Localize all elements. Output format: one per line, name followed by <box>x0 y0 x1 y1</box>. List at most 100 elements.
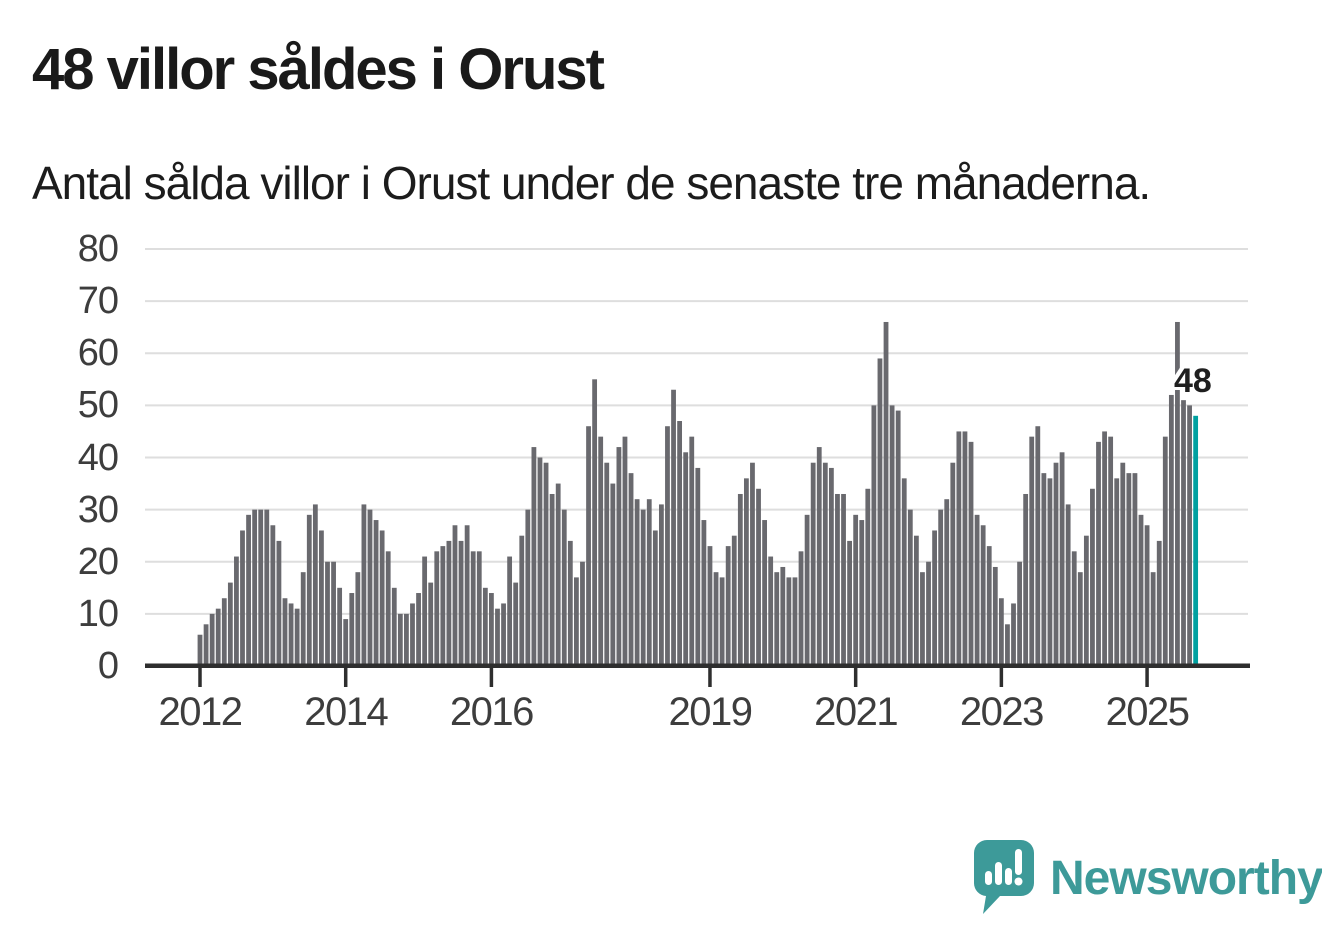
bar <box>495 608 500 666</box>
bar <box>932 530 937 666</box>
bar <box>209 613 215 666</box>
x-axis-label: 2025 <box>1105 690 1190 734</box>
bar <box>980 525 986 666</box>
bar <box>1065 504 1071 666</box>
bar <box>810 462 816 666</box>
bar <box>580 561 585 666</box>
highlight-bar <box>1193 415 1199 666</box>
bar <box>1168 394 1174 666</box>
bar <box>792 577 798 666</box>
bar <box>622 436 628 666</box>
bar <box>1096 441 1101 666</box>
bar <box>306 514 312 666</box>
x-axis-tick <box>1145 668 1149 687</box>
bar <box>1011 603 1016 666</box>
bar <box>270 525 276 666</box>
bar <box>689 436 695 666</box>
bar <box>731 535 737 666</box>
bar <box>586 426 591 666</box>
y-axis-label: 60 <box>77 332 119 375</box>
bar <box>525 509 531 666</box>
bar <box>379 530 385 666</box>
last-value-annotation: 48 <box>1174 362 1212 400</box>
bar <box>300 572 306 666</box>
bar <box>373 520 379 666</box>
bar <box>331 561 336 666</box>
bar <box>646 499 652 666</box>
bar <box>920 572 925 666</box>
bar <box>246 514 251 666</box>
bar <box>234 556 239 666</box>
bar <box>531 447 537 666</box>
bar <box>537 457 543 666</box>
bar <box>1187 405 1192 666</box>
bar <box>604 462 610 666</box>
bar <box>658 504 664 666</box>
x-axis-tick <box>343 668 348 687</box>
bar <box>1126 473 1132 666</box>
bar <box>1059 452 1065 666</box>
bar <box>513 582 519 666</box>
bar <box>361 504 367 666</box>
y-axis-label: 40 <box>77 436 119 479</box>
bar <box>695 467 701 666</box>
x-axis-label: 2014 <box>304 690 388 734</box>
chart-subtitle: Antal sålda villor i Orust under de sena… <box>32 157 1151 209</box>
bar <box>786 577 792 666</box>
x-axis-tick <box>198 668 202 687</box>
bar <box>349 593 355 666</box>
bar <box>458 540 464 666</box>
bar <box>944 499 950 666</box>
y-axis-label: 80 <box>77 228 119 270</box>
bar <box>974 514 980 666</box>
newsworthy-logo-text: Newsworthy <box>1050 851 1322 905</box>
bar <box>725 546 731 666</box>
bar <box>628 473 634 666</box>
bar <box>567 540 573 666</box>
bar <box>1083 535 1089 666</box>
bar <box>901 478 907 666</box>
bar <box>853 514 859 666</box>
bar <box>616 447 622 666</box>
bar <box>197 634 203 666</box>
x-axis-line <box>145 663 1250 668</box>
bar <box>555 483 561 666</box>
bar <box>719 577 725 666</box>
x-axis-tick <box>489 668 494 687</box>
bar <box>1156 540 1162 666</box>
bar <box>276 540 282 666</box>
bar <box>913 535 919 666</box>
bar <box>950 462 956 666</box>
newsworthy-logo-icon <box>974 840 1034 914</box>
bar <box>404 613 409 666</box>
gridline <box>145 300 1248 303</box>
bar <box>1138 514 1144 666</box>
bar <box>1114 478 1120 666</box>
bar <box>907 509 913 666</box>
bar <box>804 514 810 666</box>
page-title: 48 villor såldes i Orust <box>32 37 605 102</box>
bar <box>816 447 822 666</box>
bar <box>476 551 482 666</box>
bar <box>877 358 883 666</box>
bar <box>774 572 780 666</box>
bar <box>640 509 646 666</box>
y-axis-label: 50 <box>77 384 119 427</box>
bar <box>865 488 871 666</box>
bar <box>440 546 446 666</box>
y-axis-label: 0 <box>97 645 119 687</box>
bar <box>750 462 755 666</box>
bar <box>683 452 689 666</box>
bar <box>282 598 288 666</box>
bar <box>598 436 604 666</box>
bar <box>258 509 264 666</box>
bar <box>592 379 598 666</box>
bar <box>519 535 525 666</box>
bar <box>1132 473 1138 666</box>
bar <box>1181 400 1186 666</box>
x-axis-label: 2023 <box>959 690 1044 734</box>
newsworthy-logo: Newsworthy <box>974 840 1322 916</box>
x-axis-label: 2016 <box>449 690 534 734</box>
